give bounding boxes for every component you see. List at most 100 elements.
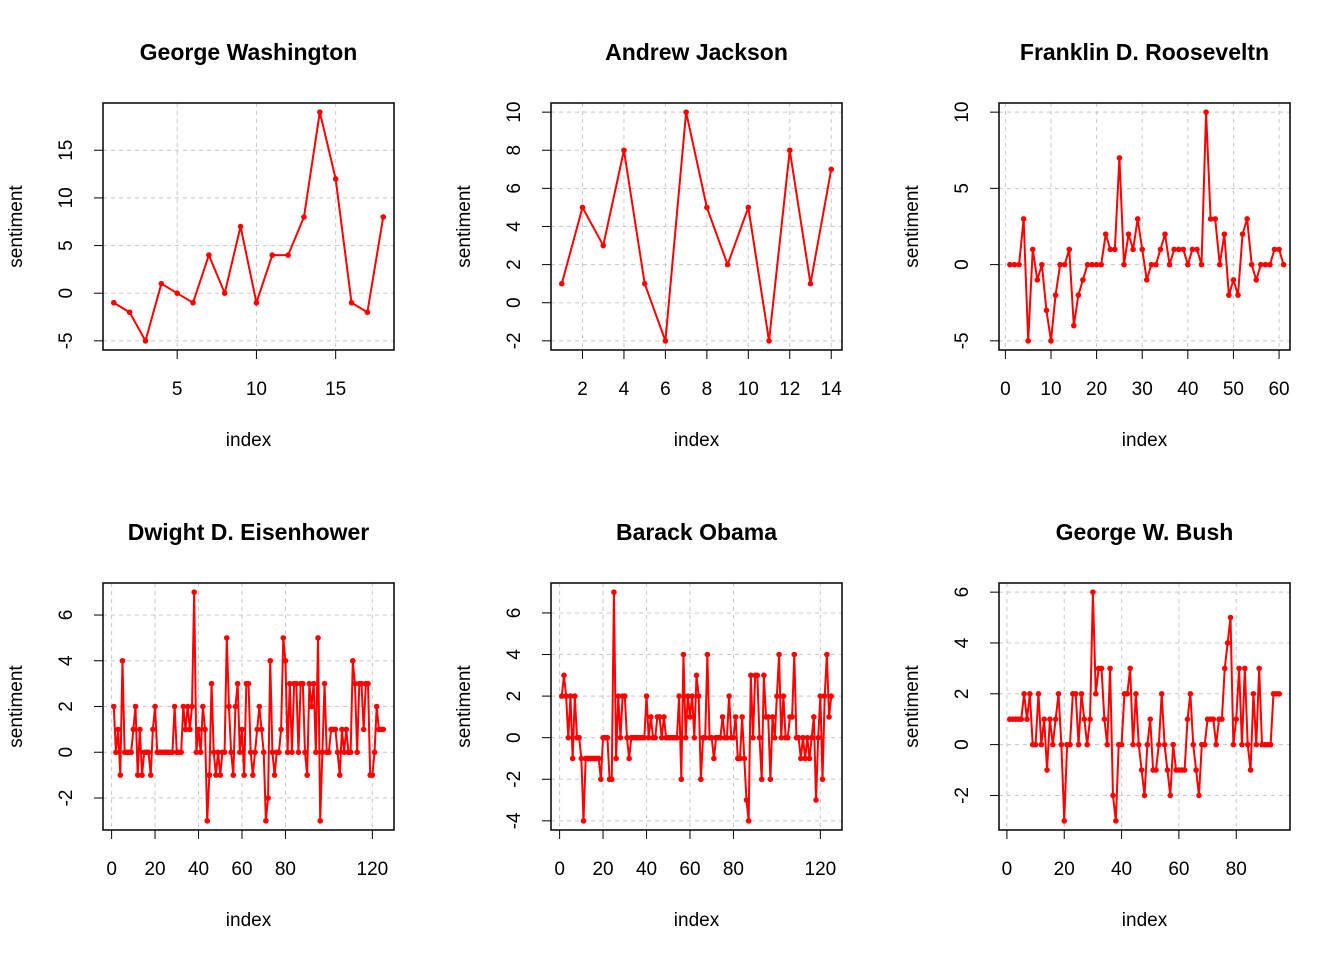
y-tick-label: 0 [504,297,525,308]
data-point [260,749,267,756]
data-point [828,693,835,699]
data-point [230,772,237,778]
data-point [282,657,289,664]
data-point [234,680,241,687]
data-point [689,693,695,699]
y-axis-title: sentiment [902,665,923,748]
data-point [336,772,343,778]
data-point [1219,716,1225,723]
data-point [695,693,702,699]
data-point [258,726,265,733]
data-point [1055,690,1062,697]
y-tick-label: 6 [952,587,973,598]
data-point [1043,307,1050,314]
data-point [704,204,710,211]
data-point [1102,231,1109,237]
data-point [558,693,565,699]
data-point [600,242,607,249]
data-point [1107,665,1113,672]
x-tick-label: 0 [554,859,565,880]
data-point [1213,741,1219,748]
data-point [678,776,685,783]
data-point [115,726,121,733]
y-tick-label: 0 [504,732,525,743]
y-tick-label: 5 [952,183,973,194]
data-point [1110,792,1116,799]
x-tick-label: 60 [1168,859,1189,880]
data-point [191,589,197,595]
x-tick-label: 80 [723,859,744,880]
data-point [256,703,263,710]
x-tick-label: 20 [592,859,613,880]
data-point [310,680,317,687]
x-tick-label: 40 [1111,859,1132,880]
data-point [1078,690,1085,697]
data-point [1116,155,1123,161]
y-tick-label: 0 [952,259,973,270]
y-tick-label: -2 [504,332,525,349]
data-point [724,261,731,268]
data-point [315,635,321,641]
data-point [139,772,145,778]
y-tick-label: 6 [504,183,525,194]
data-point [247,749,254,756]
data-point [798,755,804,762]
data-point [693,672,700,679]
data-point [1276,246,1282,253]
data-point [1138,767,1145,773]
data-point [213,772,219,778]
y-tick-label: -2 [952,787,973,804]
data-point [352,680,358,687]
data-point [780,693,787,699]
data-point [811,714,817,720]
data-point [128,749,134,756]
chart-title: Barack Obama [616,519,777,545]
y-tick-label: 6 [56,610,77,621]
x-tick-label: 14 [821,379,843,400]
x-tick-label: 40 [188,859,209,880]
data-point [737,755,743,762]
data-point [1193,767,1199,773]
data-point [1162,231,1168,237]
data-point [358,680,365,687]
y-tick-label: 0 [56,747,77,758]
data-point [1175,246,1182,253]
data-point [1107,246,1114,253]
data-point [1230,741,1237,748]
data-point [1024,716,1030,723]
chart-title: George Washington [140,39,358,65]
data-point [1210,716,1217,723]
x-axis-title: index [1122,910,1168,931]
x-tick-label: 6 [660,379,671,400]
data-point [150,726,156,733]
data-point [350,657,356,664]
data-point [1189,246,1196,253]
data-point [193,749,200,756]
data-point [617,734,624,741]
data-point [269,252,276,258]
x-tick-label: 5 [172,379,183,400]
plot-frame [998,582,1291,831]
y-axis-title: sentiment [6,185,27,268]
data-point [110,299,117,306]
x-tick-label: 40 [636,859,657,880]
x-tick-label: 40 [1177,379,1198,400]
data-point [702,734,708,741]
data-point [1047,716,1053,723]
data-point [754,672,761,679]
data-point [250,772,256,778]
data-point [1250,690,1257,697]
y-tick-label: -2 [56,790,77,807]
data-point [1180,246,1187,253]
chart-title: George W. Bush [1056,519,1234,545]
data-point [1242,665,1248,672]
data-point [306,680,313,687]
data-point [1233,716,1240,723]
data-point [204,818,211,824]
data-point [765,714,772,720]
data-point [302,749,308,756]
data-point [711,755,717,762]
x-tick-label: 4 [619,379,630,400]
data-point [813,797,819,803]
data-line [1009,592,1280,821]
